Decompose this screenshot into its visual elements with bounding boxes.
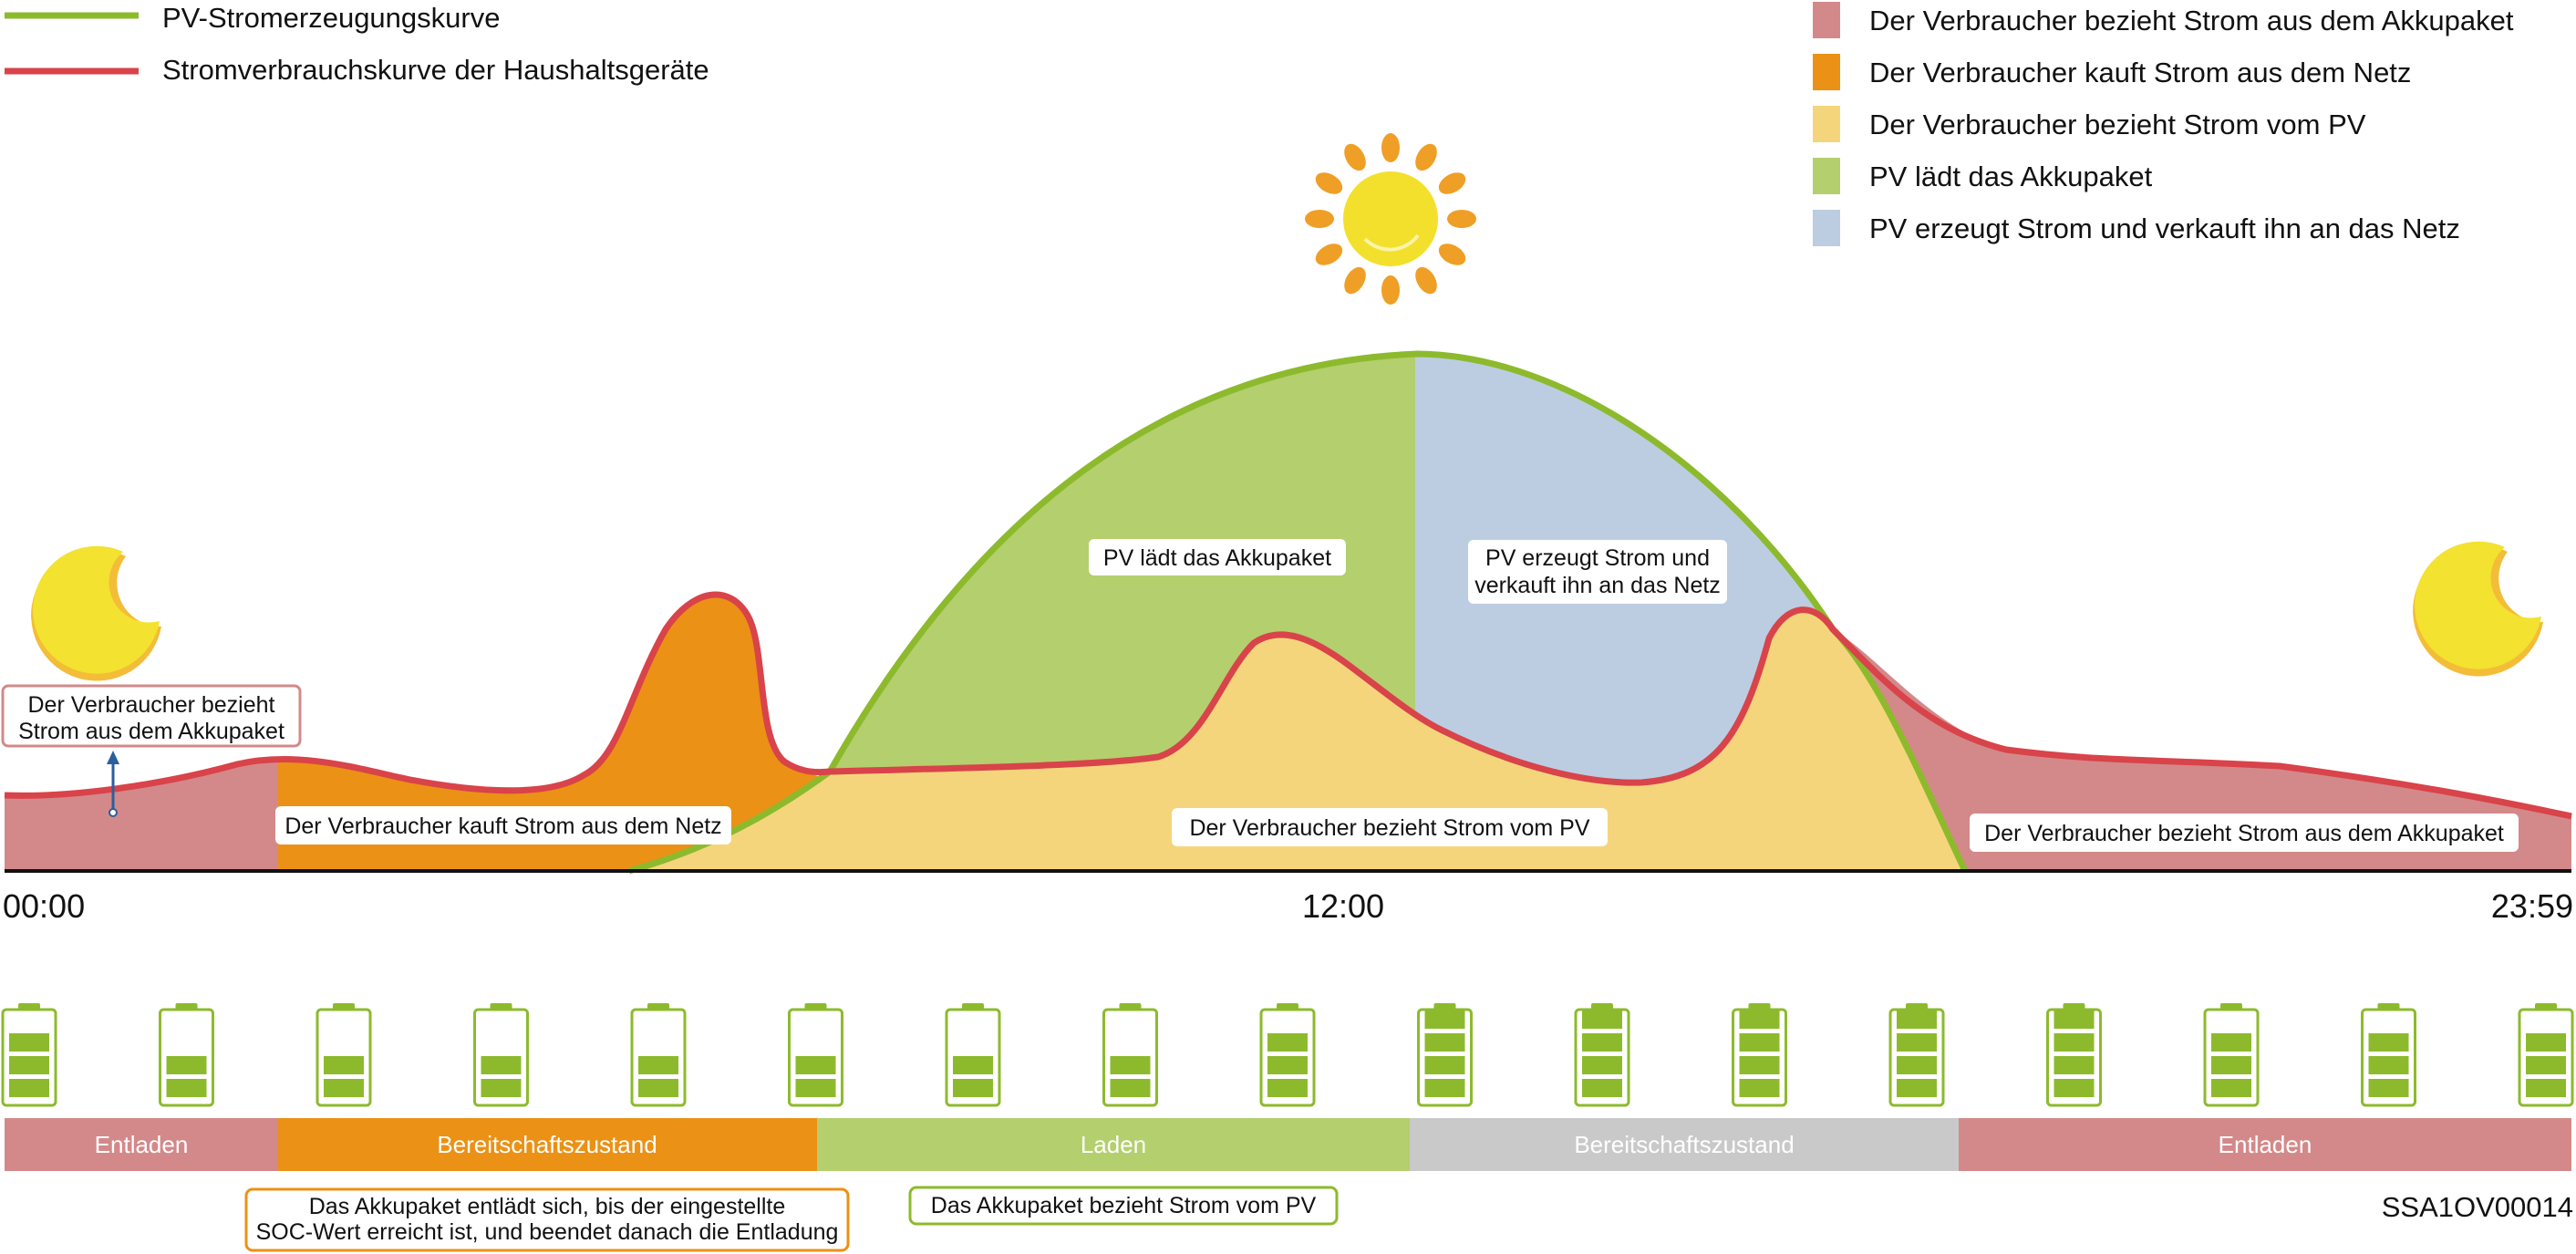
legend-label: PV erzeugt Strom und verkauft ihn an das… — [1869, 212, 2460, 244]
svg-text:Das Akkupaket entlädt sich, bi: Das Akkupaket entlädt sich, bis der eing… — [309, 1194, 786, 1219]
legend-item-0: Der Verbraucher bezieht Strom aus dem Ak… — [1813, 2, 2514, 38]
consumption-curve — [4, 591, 2572, 820]
area-battery-evening — [1833, 629, 2571, 871]
legend-item-3: PV lädt das Akkupaket — [1813, 158, 2153, 194]
battery-icon — [159, 1003, 214, 1107]
label-pv-charge: PV lädt das Akkupaket — [1089, 539, 1346, 575]
svg-text:Strom aus dem Akkupaket: Strom aus dem Akkupaket — [18, 719, 284, 744]
battery-icon — [316, 1003, 372, 1107]
battery-icon — [473, 1003, 529, 1107]
legend-label-consumption-curve: Stromverbrauchskurve der Haushaltsgeräte — [162, 54, 709, 86]
label-battery-evening: Der Verbraucher bezieht Strom aus dem Ak… — [1970, 814, 2519, 852]
svg-text:Der Verbraucher bezieht: Der Verbraucher bezieht — [28, 692, 275, 718]
battery-icon — [2518, 1003, 2574, 1107]
area-battery-morning — [5, 760, 278, 871]
svg-text:Bereitschaftszustand: Bereitschaftszustand — [1574, 1131, 1794, 1158]
area-pv-supply — [629, 609, 1965, 871]
battery-icon — [2203, 1003, 2260, 1107]
state-segment-discharge-evening — [1959, 1118, 2571, 1171]
svg-text:Bereitschaftszustand: Bereitschaftszustand — [437, 1131, 657, 1158]
state-segment-standby-grey — [1410, 1118, 1959, 1171]
battery-icon — [1, 1003, 57, 1107]
figure-code: SSA1OV00014 — [2382, 1191, 2573, 1223]
legend-swatch — [1813, 158, 1840, 194]
state-segment-charge — [817, 1118, 1410, 1171]
label-grid-purchase: Der Verbraucher kauft Strom aus dem Netz — [275, 806, 731, 845]
moon-icon-left — [31, 545, 161, 681]
arrow-icon — [107, 751, 119, 817]
legend-left: PV-Stromerzeugungskurve Stromverbrauchsk… — [5, 2, 709, 86]
svg-text:PV lädt das Akkupaket: PV lädt das Akkupaket — [1103, 545, 1331, 571]
legend-item-2: Der Verbraucher bezieht Strom vom PV — [1813, 106, 2366, 142]
battery-icon — [630, 1003, 687, 1107]
legend-item-4: PV erzeugt Strom und verkauft ihn an das… — [1813, 210, 2460, 246]
moon-icon-right — [2413, 541, 2543, 677]
label-pv-sell: PV erzeugt Strom und verkauft ihn an das… — [1468, 540, 1727, 604]
note-pv: Das Akkupaket bezieht Strom vom PV — [908, 1186, 1339, 1226]
battery-icon — [1102, 1003, 1158, 1107]
battery-icon — [1417, 1003, 1473, 1107]
legend-item-pv-curve: PV-Stromerzeugungskurve — [5, 2, 500, 34]
legend-swatch — [1813, 210, 1840, 246]
area-fills — [5, 354, 2571, 871]
state-segment-discharge-morning — [5, 1118, 278, 1171]
battery-icon — [1259, 1003, 1316, 1107]
label-pv-supply: Der Verbraucher bezieht Strom vom PV — [1172, 808, 1608, 846]
legend-label: Der Verbraucher bezieht Strom vom PV — [1869, 109, 2366, 140]
label-battery-morning: Der Verbraucher bezieht Strom aus dem Ak… — [1, 684, 302, 748]
time-label-noon: 12:00 — [1302, 887, 1384, 925]
note-soc: Das Akkupaket entlädt sich, bis der eing… — [244, 1187, 850, 1252]
svg-text:SOC-Wert erreicht ist, und bee: SOC-Wert erreicht ist, und beendet danac… — [256, 1219, 839, 1245]
battery-row — [1, 1003, 2574, 1107]
legend-right: Der Verbraucher bezieht Strom aus dem Ak… — [1813, 2, 2514, 246]
battery-icon — [2361, 1003, 2416, 1107]
state-segment-standby-orange — [278, 1118, 817, 1171]
legend-label: Der Verbraucher kauft Strom aus dem Netz — [1869, 57, 2411, 88]
battery-icon — [1574, 1003, 1630, 1107]
time-label-start: 00:00 — [3, 887, 85, 925]
legend-item-1: Der Verbraucher kauft Strom aus dem Netz — [1813, 54, 2411, 90]
legend-swatch — [1813, 106, 1840, 142]
time-label-end: 23:59 — [2491, 887, 2573, 925]
svg-text:Das Akkupaket bezieht Strom vo: Das Akkupaket bezieht Strom vom PV — [931, 1193, 1317, 1218]
battery-icon — [945, 1003, 1001, 1107]
legend-label: Der Verbraucher bezieht Strom aus dem Ak… — [1869, 5, 2514, 36]
legend-item-consumption-curve: Stromverbrauchskurve der Haushaltsgeräte — [5, 54, 709, 86]
svg-text:Der Verbraucher kauft Strom au: Der Verbraucher kauft Strom aus dem Netz — [284, 814, 721, 839]
legend-swatch — [1813, 54, 1840, 90]
legend-swatch — [1813, 2, 1840, 38]
sun-icon — [1305, 133, 1476, 305]
svg-text:PV erzeugt Strom und: PV erzeugt Strom und — [1485, 545, 1710, 571]
svg-text:Entladen: Entladen — [2219, 1131, 2312, 1158]
svg-text:Laden: Laden — [1081, 1131, 1146, 1158]
svg-text:Der Verbraucher bezieht Strom: Der Verbraucher bezieht Strom aus dem Ak… — [1984, 821, 2504, 846]
legend-label: PV lädt das Akkupaket — [1869, 161, 2153, 192]
legend-label-pv-curve: PV-Stromerzeugungskurve — [162, 2, 500, 34]
svg-text:Der Verbraucher bezieht Strom: Der Verbraucher bezieht Strom vom PV — [1189, 815, 1589, 841]
battery-icon — [788, 1003, 843, 1107]
battery-icon — [2046, 1003, 2102, 1107]
state-bar: Entladen Bereitschaftszustand Laden Bere… — [5, 1118, 2571, 1171]
battery-icon — [1888, 1003, 1945, 1107]
svg-text:verkauft ihn an das Netz: verkauft ihn an das Netz — [1474, 573, 1721, 598]
area-grid-purchase — [278, 595, 821, 871]
svg-text:Entladen: Entladen — [95, 1131, 189, 1158]
battery-icon — [1732, 1003, 1787, 1107]
